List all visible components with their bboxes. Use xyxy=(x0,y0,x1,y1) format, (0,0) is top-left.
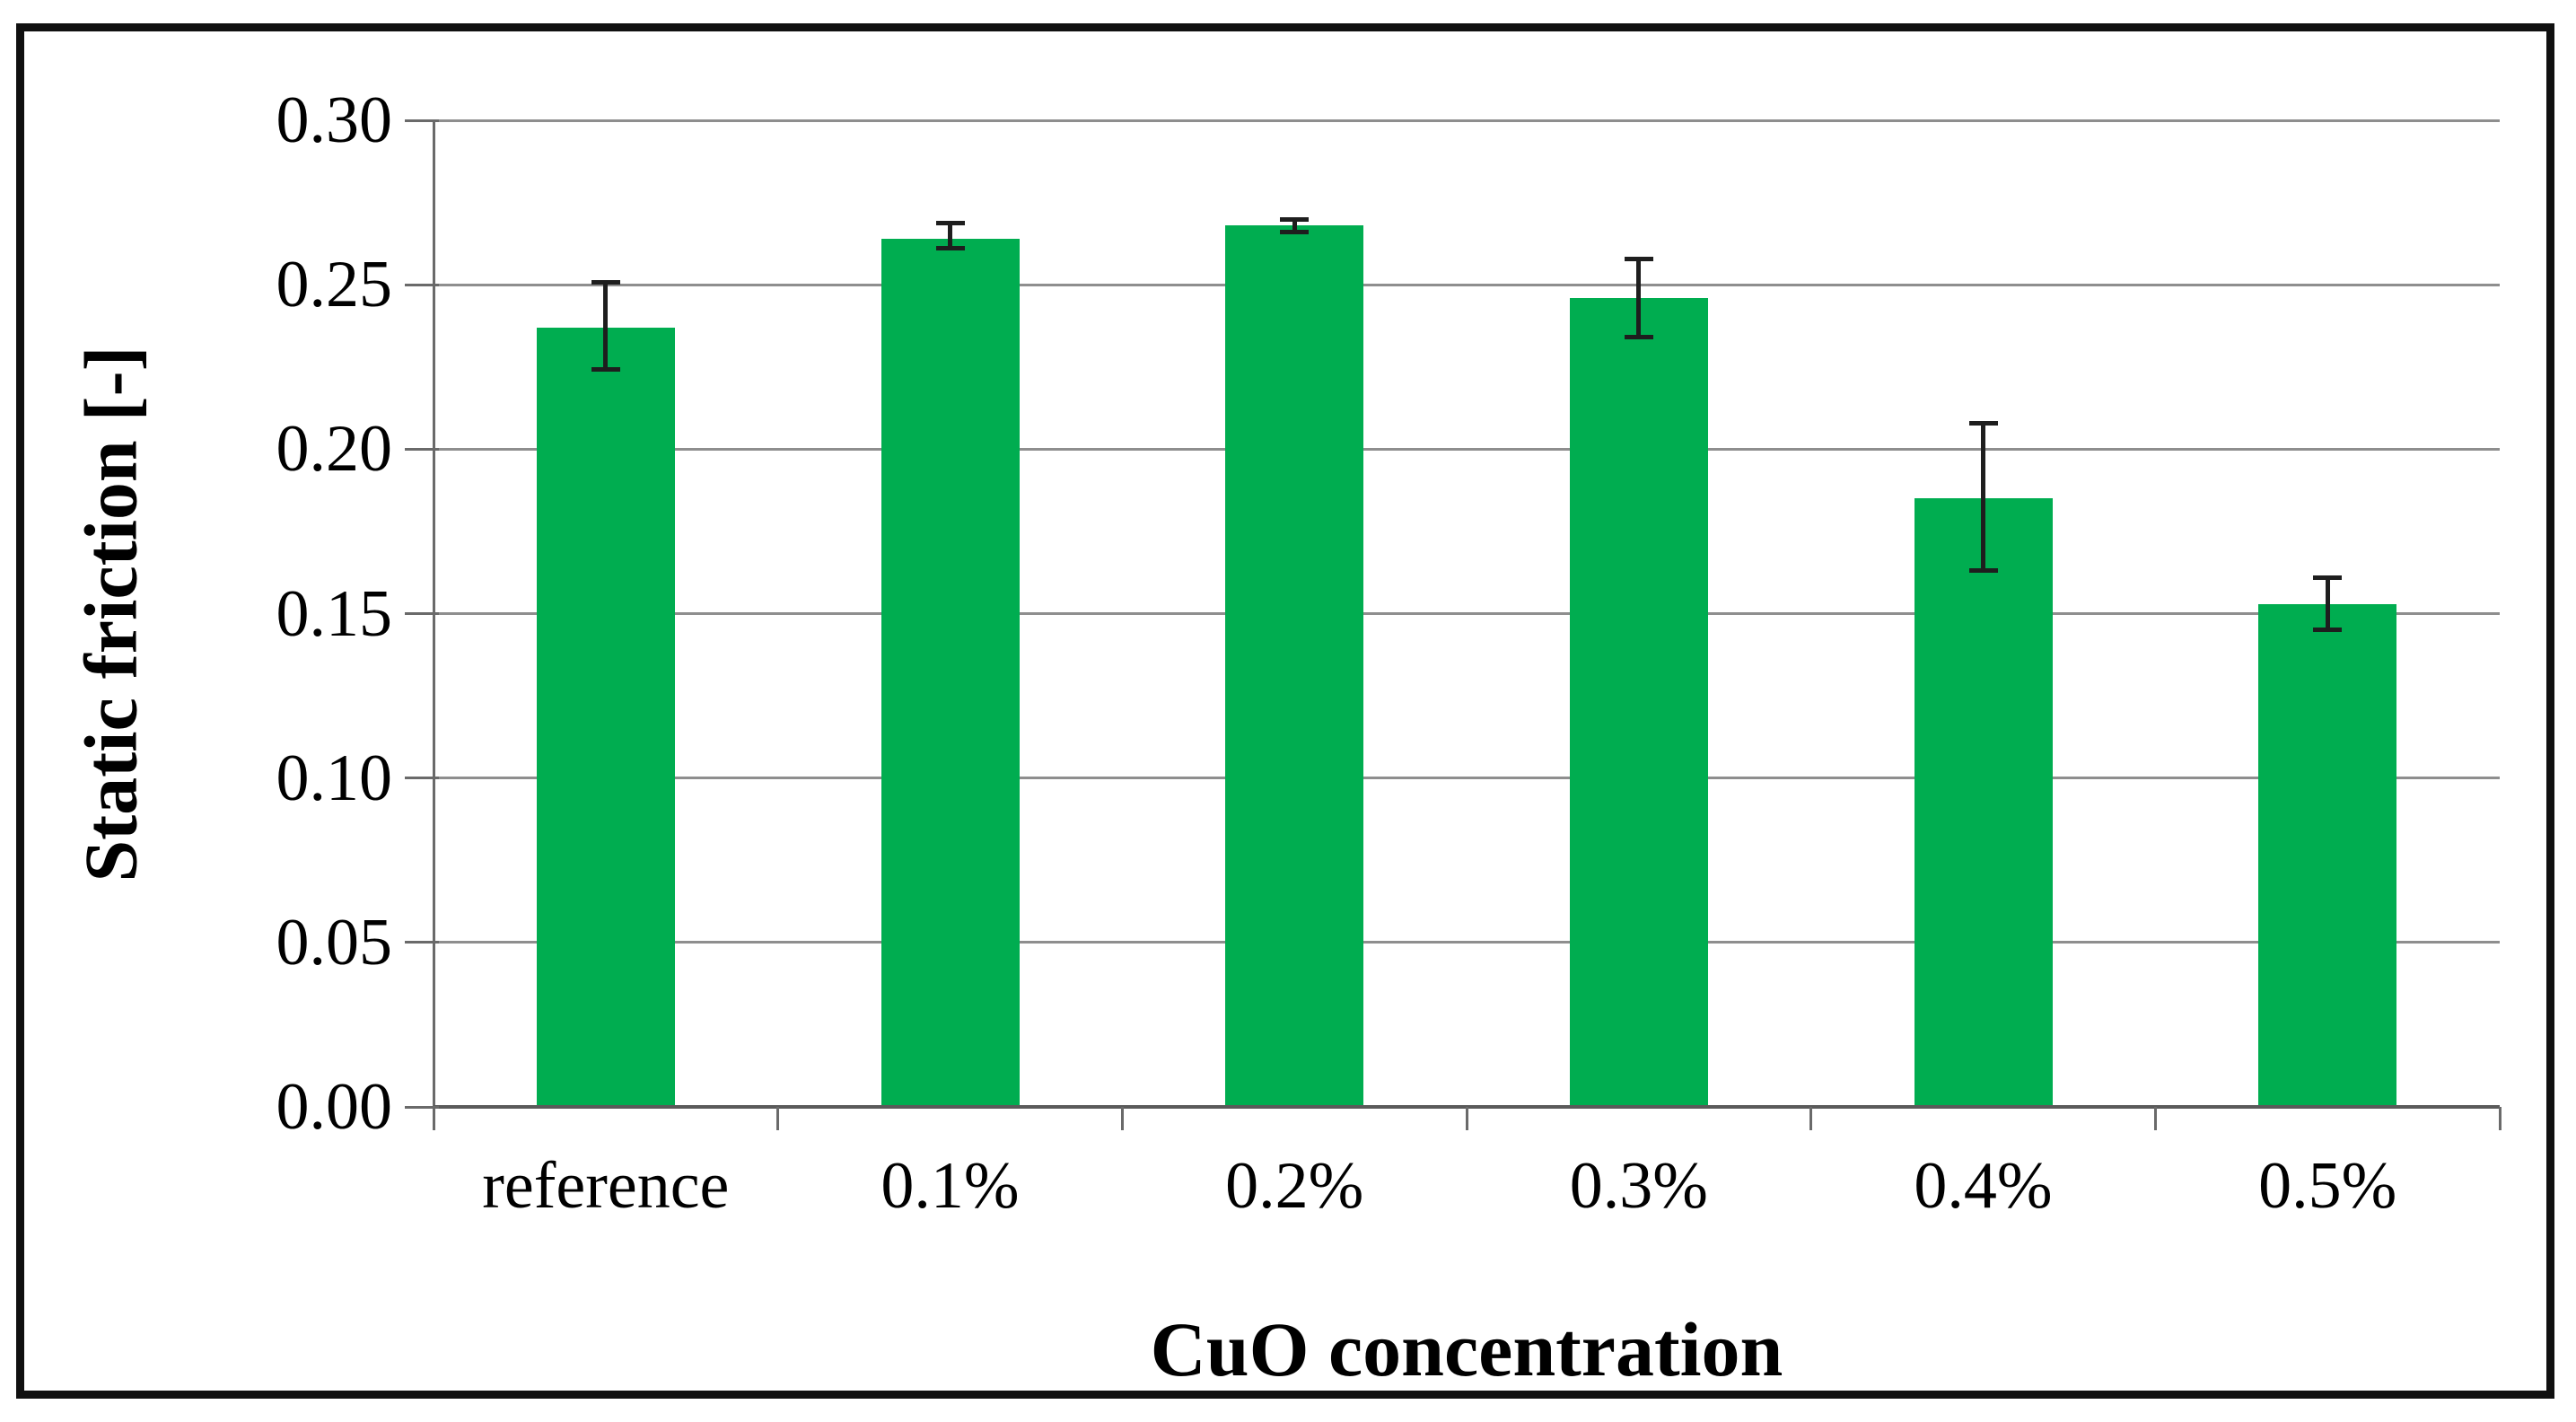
error-bar-cap-top xyxy=(935,220,965,225)
error-bar-cap-bottom xyxy=(1280,229,1310,234)
x-axis-title: CuO concentration xyxy=(1150,1306,1783,1392)
error-bar-line xyxy=(1636,258,1642,338)
error-bar-cap-top xyxy=(1280,216,1310,222)
y-tick-label: 0.00 xyxy=(276,1070,393,1144)
error-bar-line xyxy=(2325,577,2330,630)
error-bar-cap-bottom xyxy=(1624,334,1653,339)
bar-0.2% xyxy=(1225,225,1364,1107)
gridline xyxy=(434,612,2500,615)
chart-frame xyxy=(16,23,2554,1399)
error-bar-cap-bottom xyxy=(591,367,620,373)
x-tick xyxy=(1120,1107,1124,1130)
gridline xyxy=(434,283,2500,286)
bar-0.4% xyxy=(1914,498,2053,1107)
y-tick xyxy=(405,612,439,615)
gridline xyxy=(434,777,2500,780)
x-category-label-0.2%: 0.2% xyxy=(1225,1149,1364,1223)
x-tick xyxy=(1809,1107,1813,1130)
y-axis-title: Static friction [-] xyxy=(69,345,153,882)
gridline xyxy=(434,118,2500,122)
error-bar-cap-top xyxy=(1624,256,1653,261)
bar-0.3% xyxy=(1569,297,1708,1107)
x-tick xyxy=(432,1107,435,1130)
x-category-label-0.1%: 0.1% xyxy=(881,1149,1020,1223)
y-tick-label: 0.05 xyxy=(276,905,393,979)
error-bar-line xyxy=(948,222,952,249)
error-bar-line xyxy=(1292,218,1297,233)
x-category-label-0.4%: 0.4% xyxy=(1914,1149,2053,1223)
y-tick-label: 0.25 xyxy=(276,248,393,322)
error-bar-cap-bottom xyxy=(1968,567,1998,573)
x-tick xyxy=(1465,1107,1468,1130)
gridline xyxy=(434,941,2500,944)
y-tick-label: 0.20 xyxy=(276,412,393,487)
y-axis-line xyxy=(432,120,435,1130)
error-bar-cap-top xyxy=(591,279,620,285)
error-bar-cap-top xyxy=(1968,421,1998,426)
x-tick xyxy=(776,1107,780,1130)
y-tick xyxy=(405,941,439,944)
y-tick xyxy=(405,447,439,451)
x-category-label-0.5%: 0.5% xyxy=(2258,1149,2397,1223)
error-bar-cap-bottom xyxy=(935,245,965,250)
y-tick-label: 0.10 xyxy=(276,741,393,815)
bar-0.1% xyxy=(881,238,1020,1107)
error-bar-line xyxy=(603,281,609,371)
x-category-label-0.3%: 0.3% xyxy=(1569,1149,1708,1223)
y-tick-label: 0.30 xyxy=(276,83,393,157)
error-bar-cap-top xyxy=(2313,575,2343,581)
error-bar-cap-bottom xyxy=(2313,627,2343,632)
y-tick xyxy=(405,777,439,780)
x-tick xyxy=(2153,1107,2157,1130)
bar-0.5% xyxy=(2258,603,2397,1107)
x-category-label-reference: reference xyxy=(482,1149,730,1223)
bar-reference xyxy=(536,327,675,1107)
y-tick xyxy=(405,118,439,122)
y-tick-label: 0.15 xyxy=(276,576,393,651)
error-bar-line xyxy=(1981,423,1985,571)
y-tick xyxy=(405,1105,439,1109)
y-tick xyxy=(405,283,439,286)
x-tick xyxy=(2498,1107,2502,1130)
gridline xyxy=(434,447,2500,451)
